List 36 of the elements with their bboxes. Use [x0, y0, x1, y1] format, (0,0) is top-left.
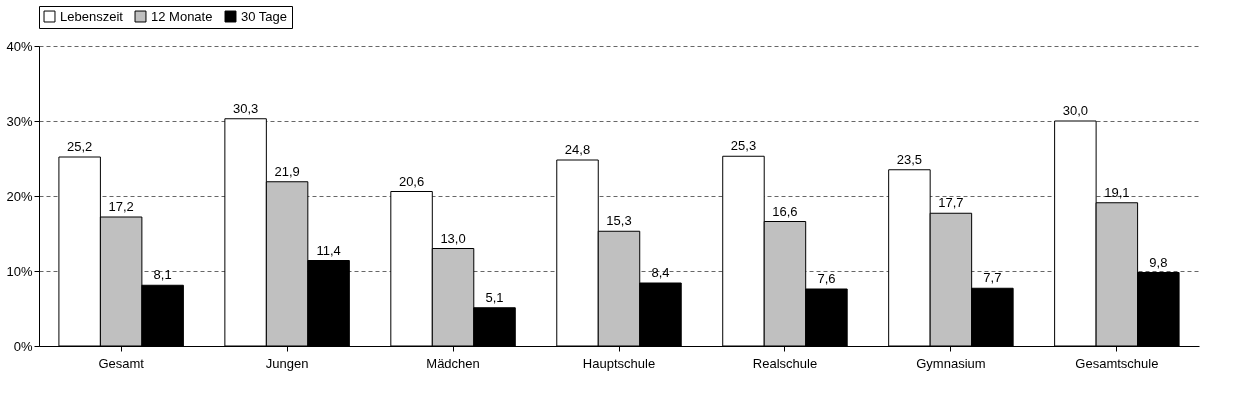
y-tick-label: 30%	[6, 113, 33, 129]
x-tick-label: Gesamtschule	[1075, 355, 1159, 371]
data-label: 11,4	[316, 242, 341, 258]
y-tick-label: 0%	[13, 338, 33, 354]
x-tick-label: Jungen	[265, 355, 309, 371]
x-tick-label: Hauptschule	[582, 355, 656, 371]
data-label: 30,0	[1062, 103, 1089, 118]
y-tick-label: 40%	[6, 38, 33, 54]
legend-label: Lebenszeit	[60, 8, 124, 24]
data-label: 8,4	[651, 265, 670, 280]
y-tick-label: 20%	[6, 188, 33, 204]
legend-label: 30 Tage	[241, 8, 288, 24]
data-label: 25,3	[730, 138, 757, 154]
legend-label: 12 Monate	[151, 8, 213, 24]
y-tick-label: 10%	[6, 263, 33, 279]
data-label: 23,5	[896, 151, 923, 167]
data-label: 16,6	[772, 203, 798, 219]
data-label: 8,1	[153, 267, 172, 283]
data-label: 15,3	[606, 213, 632, 229]
x-tick-label: Realschule	[752, 355, 818, 371]
data-label: 19,1	[1104, 184, 1130, 200]
data-label: 21,9	[274, 163, 300, 179]
x-tick-label: Gymnasium	[916, 355, 986, 371]
data-label: 20,6	[398, 173, 425, 189]
x-tick-label: Mädchen	[426, 355, 480, 371]
data-label: 24,8	[564, 142, 591, 157]
data-label: 13,0	[440, 230, 466, 246]
data-label: 30,3	[232, 100, 259, 116]
data-label: 17,7	[938, 195, 964, 211]
x-tick-label: Gesamt	[98, 355, 145, 371]
data-label: 7,6	[817, 271, 836, 286]
data-label: 25,2	[67, 139, 93, 154]
data-label: 17,2	[108, 199, 134, 214]
data-label: 7,7	[983, 270, 1002, 286]
data-label: 9,8	[1149, 254, 1168, 270]
data-label: 5,1	[485, 289, 504, 305]
